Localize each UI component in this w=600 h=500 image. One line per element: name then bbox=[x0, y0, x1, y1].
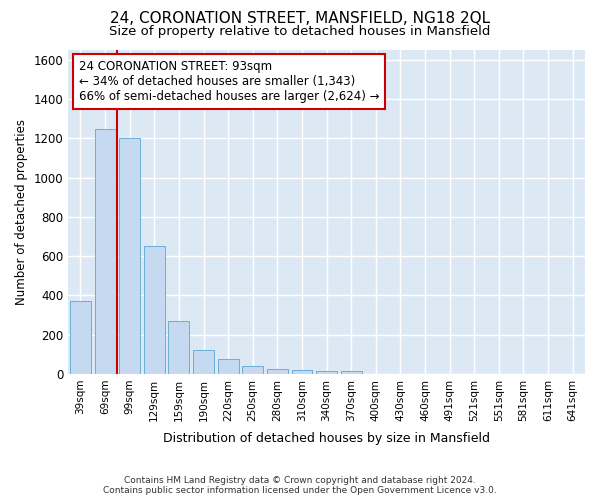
Text: Size of property relative to detached houses in Mansfield: Size of property relative to detached ho… bbox=[109, 25, 491, 38]
Bar bbox=[70, 302, 91, 374]
Bar bbox=[95, 128, 116, 374]
Bar bbox=[119, 138, 140, 374]
Bar bbox=[242, 366, 263, 374]
Bar bbox=[292, 370, 313, 374]
Bar bbox=[218, 359, 239, 374]
Bar bbox=[316, 371, 337, 374]
Bar bbox=[267, 369, 288, 374]
Bar bbox=[169, 321, 190, 374]
Y-axis label: Number of detached properties: Number of detached properties bbox=[15, 119, 28, 305]
Bar bbox=[341, 371, 362, 374]
Text: 24, CORONATION STREET, MANSFIELD, NG18 2QL: 24, CORONATION STREET, MANSFIELD, NG18 2… bbox=[110, 11, 490, 26]
X-axis label: Distribution of detached houses by size in Mansfield: Distribution of detached houses by size … bbox=[163, 432, 490, 445]
Bar bbox=[193, 350, 214, 374]
Text: Contains HM Land Registry data © Crown copyright and database right 2024.
Contai: Contains HM Land Registry data © Crown c… bbox=[103, 476, 497, 495]
Text: 24 CORONATION STREET: 93sqm
← 34% of detached houses are smaller (1,343)
66% of : 24 CORONATION STREET: 93sqm ← 34% of det… bbox=[79, 60, 379, 102]
Bar bbox=[144, 246, 165, 374]
